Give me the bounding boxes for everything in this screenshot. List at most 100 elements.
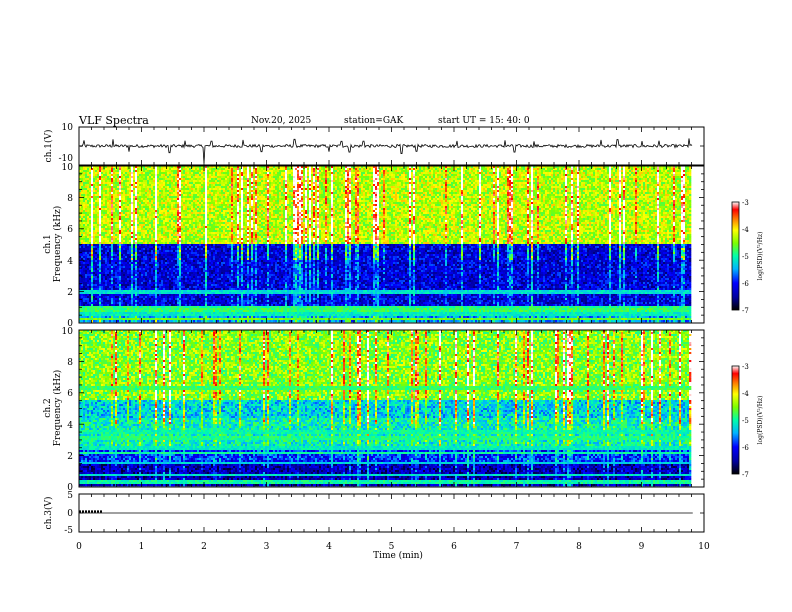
spectrogram-cell bbox=[343, 180, 345, 182]
spectrogram-cell bbox=[191, 172, 193, 174]
spectrogram-cell bbox=[231, 182, 233, 184]
spectrogram-cell bbox=[349, 168, 351, 170]
spectrogram-cell bbox=[341, 180, 343, 182]
spectrogram-cell bbox=[441, 170, 443, 172]
spectrogram-cell bbox=[545, 178, 547, 180]
spectrogram-cell bbox=[269, 178, 271, 180]
spectrogram-cell bbox=[297, 178, 299, 180]
spectrogram-cell bbox=[137, 178, 139, 180]
spectrogram-cell bbox=[569, 170, 571, 172]
spectrogram-cell bbox=[423, 182, 425, 184]
spectrogram-cell bbox=[135, 178, 137, 180]
spectrogram-cell bbox=[255, 174, 257, 176]
spectrogram-cell bbox=[543, 176, 545, 178]
spectrogram-cell bbox=[249, 178, 251, 180]
spectrogram-cell bbox=[683, 170, 685, 172]
spectrogram-cell bbox=[293, 182, 295, 184]
spectrogram-cell bbox=[363, 174, 365, 176]
spectrogram-cell bbox=[113, 176, 115, 178]
spectrogram-cell bbox=[405, 176, 407, 178]
spectrogram-cell bbox=[645, 176, 647, 178]
spectrogram-cell bbox=[417, 182, 419, 184]
spectrogram-cell bbox=[177, 178, 179, 180]
spectrogram-cell bbox=[229, 174, 231, 176]
spectrogram-cell bbox=[205, 180, 207, 182]
spectrogram-cell bbox=[633, 174, 635, 176]
spectrogram-cell bbox=[171, 170, 173, 172]
spectrogram-cell bbox=[599, 172, 601, 174]
spectrogram-cell bbox=[461, 172, 463, 174]
spectrogram-cell bbox=[199, 180, 201, 182]
spectrogram-cell bbox=[489, 168, 491, 170]
spectrogram-cell bbox=[151, 168, 153, 170]
spectrogram-cell bbox=[513, 176, 515, 178]
spectrogram-cell bbox=[627, 174, 629, 176]
spectrogram-cell bbox=[301, 178, 303, 180]
spectrogram-cell bbox=[405, 172, 407, 174]
spectrogram-cell bbox=[343, 174, 345, 176]
spectrogram-cell bbox=[391, 178, 393, 180]
spectrogram-cell bbox=[481, 176, 483, 178]
spectrogram-cell bbox=[623, 172, 625, 174]
spectrogram-cell bbox=[301, 182, 303, 184]
spectrogram-cell bbox=[417, 172, 419, 174]
spectrogram-cell bbox=[563, 174, 565, 176]
spectrogram-cell bbox=[485, 180, 487, 182]
spectrogram-cell bbox=[593, 176, 595, 178]
spectrogram-cell bbox=[351, 174, 353, 176]
spectrogram-cell bbox=[191, 178, 193, 180]
spectrogram-cell bbox=[553, 174, 555, 176]
spectrogram-cell bbox=[119, 170, 121, 172]
spectrogram-cell bbox=[443, 180, 445, 182]
spectrogram-cell bbox=[241, 180, 243, 182]
spectrogram-cell bbox=[385, 172, 387, 174]
spectrogram-cell bbox=[221, 176, 223, 178]
spectrogram-cell bbox=[139, 178, 141, 180]
spectrogram-cell bbox=[685, 178, 687, 180]
spectrogram-cell bbox=[415, 170, 417, 172]
spectrogram-cell bbox=[333, 170, 335, 172]
spectrogram-cell bbox=[113, 178, 115, 180]
spectrogram-cell bbox=[443, 178, 445, 180]
spectrogram-cell bbox=[365, 182, 367, 184]
spectrogram-cell bbox=[371, 178, 373, 180]
spectrogram-cell bbox=[669, 176, 671, 178]
spectrogram-cell bbox=[225, 182, 227, 184]
spectrogram-cell bbox=[463, 180, 465, 182]
spectrogram-cell bbox=[413, 172, 415, 174]
spectrogram-cell bbox=[607, 178, 609, 180]
spectrogram-cell bbox=[147, 170, 149, 172]
spectrogram-cell bbox=[299, 172, 301, 174]
spectrogram-cell bbox=[471, 174, 473, 176]
spectrogram-cell bbox=[143, 170, 145, 172]
spectrogram-cell bbox=[259, 172, 261, 174]
spectrogram-cell bbox=[551, 178, 553, 180]
ch1-ytick-top: 10 bbox=[62, 123, 74, 133]
spectrogram-cell bbox=[549, 178, 551, 180]
spectrogram-cell bbox=[367, 170, 369, 172]
spectrogram-cell bbox=[207, 174, 209, 176]
spectrogram-cell bbox=[383, 182, 385, 184]
spectrogram-cell bbox=[121, 170, 123, 172]
spectrogram-cell bbox=[501, 176, 503, 178]
spectrogram-cell bbox=[617, 174, 619, 176]
spectrogram-cell bbox=[255, 170, 257, 172]
spectrogram-cell bbox=[293, 170, 295, 172]
spectrogram-cell bbox=[491, 170, 493, 172]
spectrogram-cell bbox=[305, 178, 307, 180]
spectrogram-cell bbox=[249, 170, 251, 172]
spectrogram-cell bbox=[643, 170, 645, 172]
spectrogram-cell bbox=[673, 174, 675, 176]
spectrogram-cell bbox=[395, 180, 397, 182]
spectrogram-cell bbox=[193, 174, 195, 176]
spectrogram-cell bbox=[335, 172, 337, 174]
spectrogram-cell bbox=[393, 172, 395, 174]
spectrogram-cell bbox=[423, 172, 425, 174]
spectrogram-cell bbox=[241, 182, 243, 184]
spectrogram-cell bbox=[411, 182, 413, 184]
spectrogram-cell bbox=[259, 176, 261, 178]
spectrogram-cell bbox=[319, 170, 321, 172]
spectrogram-cell bbox=[397, 172, 399, 174]
spectrogram-cell bbox=[197, 178, 199, 180]
spectrogram-cell bbox=[647, 168, 649, 170]
